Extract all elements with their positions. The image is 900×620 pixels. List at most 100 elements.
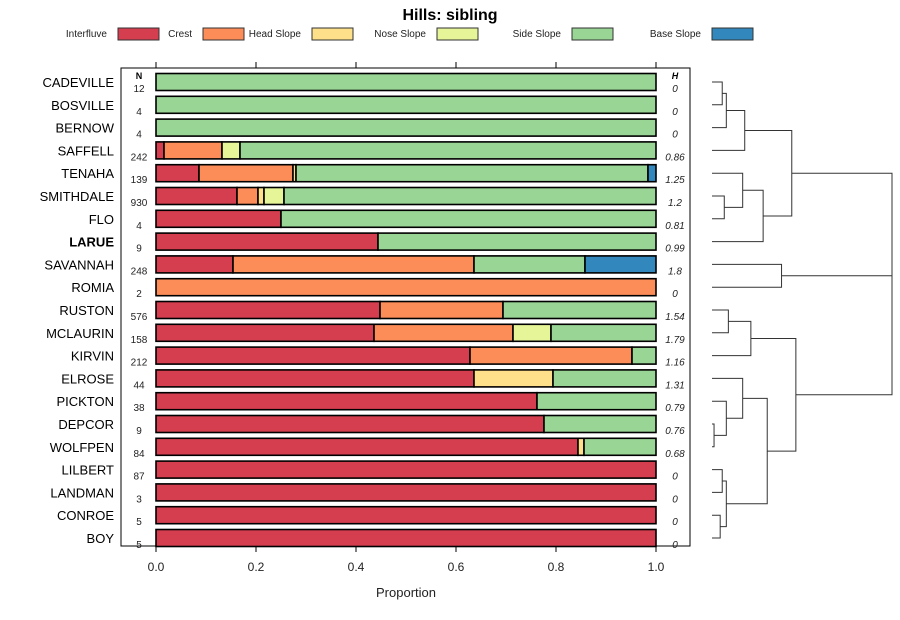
h-value: 0.79 xyxy=(665,403,685,414)
dendrogram-link xyxy=(750,338,797,452)
legend-label: Base Slope xyxy=(650,29,702,40)
dendrogram-link xyxy=(781,172,893,277)
n-value: 576 xyxy=(131,312,148,323)
row-label: SAVANNAH xyxy=(44,257,114,272)
bar-segment-interfluve xyxy=(155,460,657,479)
n-value: 139 xyxy=(131,175,148,186)
n-value: 4 xyxy=(136,221,142,232)
row-label: PICKTON xyxy=(56,394,114,409)
row-labels: CADEVILLE BOSVILLE BERNOW SAFFELL TENAHA SMIT… xyxy=(40,75,115,546)
dendrogram-link xyxy=(712,92,727,129)
legend-swatch xyxy=(311,27,354,41)
bar-segment-side-slope xyxy=(536,391,657,411)
bar-segment-interfluve xyxy=(155,528,657,548)
bar-segment-interfluve xyxy=(155,437,579,457)
bar-segment-nose-slope xyxy=(512,323,552,343)
x-tick-label: 0.6 xyxy=(448,560,465,574)
h-value: 0 xyxy=(672,84,678,95)
bar-segment-side-slope xyxy=(239,141,657,160)
n-value: 84 xyxy=(133,449,145,460)
dendrogram-link xyxy=(712,469,723,493)
dendrogram-link xyxy=(726,397,768,505)
legend-swatch xyxy=(571,27,614,41)
h-value: 0.76 xyxy=(665,426,685,437)
h-value: 0 xyxy=(672,472,678,483)
legend-label: Side Slope xyxy=(513,29,562,40)
bar-segment-side-slope xyxy=(552,369,657,388)
h-value: 0.68 xyxy=(665,449,685,460)
bar-segment-head-slope xyxy=(473,369,554,388)
dendrogram-link xyxy=(712,189,764,243)
dendrogram-link xyxy=(720,480,727,528)
bar-segment-nose-slope xyxy=(221,141,241,160)
row-label: LILBERT xyxy=(61,463,114,478)
bars xyxy=(155,72,657,548)
bar-segment-crest xyxy=(236,186,259,206)
bar-segment-interfluve xyxy=(155,369,475,388)
row-label: LANDMAN xyxy=(50,485,114,500)
bar-segment-crest xyxy=(379,300,504,320)
dendrogram-link xyxy=(795,224,893,396)
h-value: 0.81 xyxy=(665,221,684,232)
row-label: SAFFELL xyxy=(58,143,114,158)
bar-segment-side-slope xyxy=(295,163,649,183)
h-value: 1.25 xyxy=(665,175,685,186)
h-value: 0 xyxy=(672,517,678,528)
bar-segment-interfluve xyxy=(155,391,538,411)
n-value: 87 xyxy=(133,472,145,483)
h-value: 1.2 xyxy=(668,198,682,209)
n-value: 242 xyxy=(131,152,148,163)
chart-title: Hills: sibling xyxy=(402,7,497,24)
dendrogram-link xyxy=(712,423,715,448)
x-tick-label: 0.0 xyxy=(148,560,165,574)
bar-segment-side-slope xyxy=(377,232,657,251)
bar-segment-interfluve xyxy=(155,505,657,525)
legend-label: Head Slope xyxy=(249,29,302,40)
bar-segment-head-slope xyxy=(577,437,585,457)
legend-label: Nose Slope xyxy=(374,29,426,40)
bar-segment-crest xyxy=(163,141,223,160)
row-label: BOY xyxy=(87,531,115,546)
row-label: MCLAURIN xyxy=(46,326,114,341)
x-axis: 0.0 0.2 0.4 0.6 0.8 1.0 xyxy=(148,62,665,574)
n-value: 5 xyxy=(136,540,142,551)
bar-segment-side-slope xyxy=(155,95,657,115)
h-value: 0 xyxy=(672,107,678,118)
dendrogram-link xyxy=(712,81,723,106)
n-value: 4 xyxy=(136,130,142,141)
bar-segment-side-slope xyxy=(283,186,657,206)
n-value: 9 xyxy=(136,426,142,437)
bar-segment-interfluve xyxy=(155,163,200,183)
bar-segment-side-slope xyxy=(583,437,657,457)
row-label: BERNOW xyxy=(56,121,115,136)
n-value: 930 xyxy=(131,198,148,209)
legend-label: Crest xyxy=(168,29,192,40)
dendrogram-link xyxy=(712,263,783,288)
bar-segment-interfluve xyxy=(155,232,379,251)
dendrogram-link xyxy=(712,110,746,151)
bar-segment-base-slope xyxy=(584,255,657,274)
bar-segment-side-slope xyxy=(155,72,657,92)
n-value: 3 xyxy=(136,494,142,505)
bar-segment-crest xyxy=(232,255,475,274)
row-label: CONROE xyxy=(57,508,114,523)
bar-segment-nose-slope xyxy=(263,186,285,206)
x-axis-label: Proportion xyxy=(376,585,436,600)
h-value: 0.99 xyxy=(665,244,685,255)
bar-segment-crest xyxy=(469,346,633,365)
row-label: WOLFPEN xyxy=(50,440,114,455)
row-label: BOSVILLE xyxy=(51,98,114,113)
row-label: LARUE xyxy=(69,235,114,250)
dendrogram-link xyxy=(712,195,725,220)
h-value: 0 xyxy=(672,289,678,300)
bar-segment-crest xyxy=(198,163,294,183)
bar-segment-side-slope xyxy=(155,118,657,137)
row-label: ROMIA xyxy=(71,280,114,295)
h-column-header: H xyxy=(672,71,679,81)
n-value: 2 xyxy=(136,289,142,300)
dendrogram-link xyxy=(712,400,727,436)
n-value: 212 xyxy=(131,358,148,369)
row-label: FLO xyxy=(89,212,114,227)
